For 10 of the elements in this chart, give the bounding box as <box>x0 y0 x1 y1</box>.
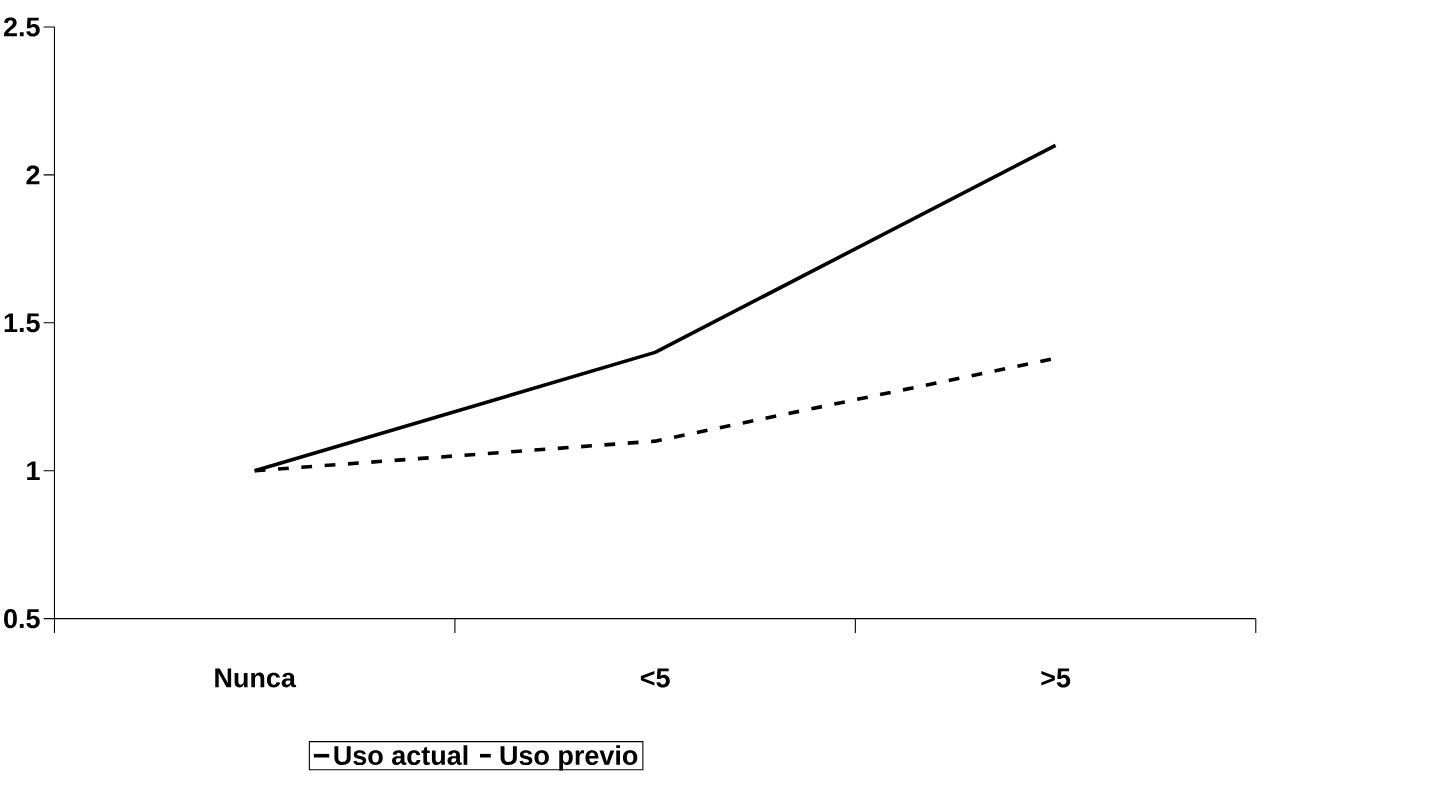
legend-label: Uso actual <box>334 745 468 766</box>
legend-label: Uso previo <box>500 745 638 771</box>
x-tick-label: Nunca <box>215 668 297 688</box>
y-tick-label: 0.5 <box>4 609 40 629</box>
x-tick-label: <5 <box>640 668 670 688</box>
y-tick-label: 2 <box>26 165 40 185</box>
y-tick-label: 1 <box>27 461 40 480</box>
y-tick-label: 2.5 <box>3 17 40 37</box>
x-tick-label: >5 <box>1041 668 1071 688</box>
y-tick-label: 1.5 <box>4 313 40 333</box>
